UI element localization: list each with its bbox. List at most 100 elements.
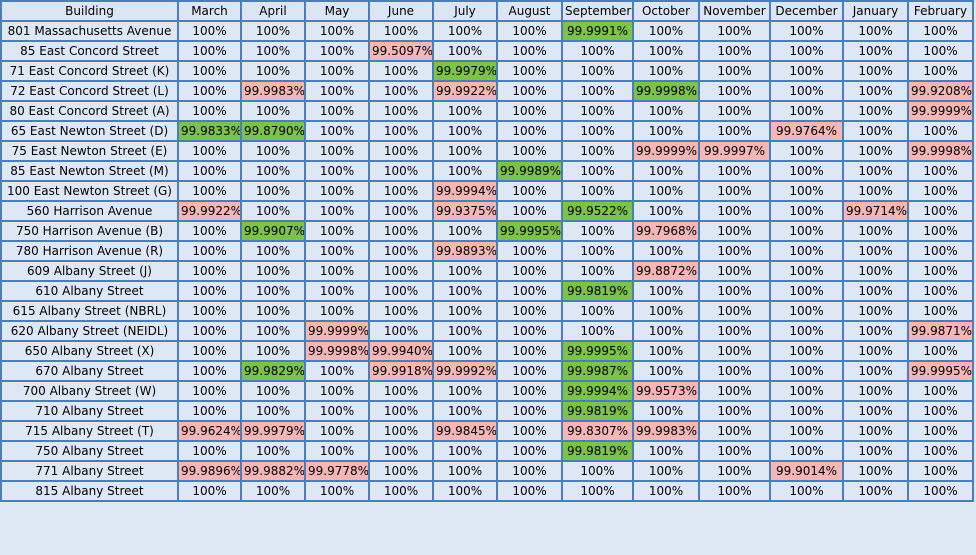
uptime-cell: 100%	[177, 300, 242, 322]
uptime-cell: 100%	[240, 440, 306, 462]
building-cell: 72 East Concord Street (L)	[0, 80, 179, 102]
building-cell: 71 East Concord Street (K)	[0, 60, 179, 82]
building-cell: 560 Harrison Avenue	[0, 200, 179, 222]
uptime-cell: 100%	[177, 260, 242, 282]
uptime-cell: 100%	[432, 280, 498, 302]
uptime-cell: 100%	[304, 300, 370, 322]
uptime-cell: 99.9208%	[907, 80, 974, 102]
uptime-cell: 100%	[432, 140, 498, 162]
uptime-cell: 100%	[907, 400, 974, 422]
header-march: March	[177, 0, 242, 22]
building-cell: 815 Albany Street	[0, 480, 179, 502]
uptime-cell: 100%	[368, 300, 434, 322]
uptime-cell: 100%	[769, 60, 844, 82]
uptime-cell: 100%	[769, 340, 844, 362]
uptime-cell: 100%	[496, 80, 563, 102]
uptime-cell: 100%	[496, 460, 563, 482]
uptime-cell: 100%	[632, 180, 700, 202]
uptime-cell: 100%	[304, 180, 370, 202]
uptime-cell: 100%	[304, 140, 370, 162]
uptime-cell: 99.9882%	[240, 460, 306, 482]
uptime-cell: 100%	[561, 100, 634, 122]
uptime-cell: 100%	[240, 400, 306, 422]
table-row: 85 East Newton Street (M) 100% 100% 100% 100…	[0, 160, 974, 182]
uptime-cell: 100%	[432, 160, 498, 182]
table-row: 100 East Newton Street (G) 100% 100% 100% 10…	[0, 180, 974, 202]
uptime-cell: 100%	[240, 60, 306, 82]
building-cell: 750 Harrison Avenue (B)	[0, 220, 179, 242]
uptime-cell: 99.9994%	[561, 380, 634, 402]
uptime-cell: 100%	[240, 140, 306, 162]
uptime-cell: 100%	[304, 260, 370, 282]
uptime-cell: 100%	[632, 400, 700, 422]
uptime-cell: 100%	[304, 220, 370, 242]
building-cell: 610 Albany Street	[0, 280, 179, 302]
uptime-cell: 100%	[177, 180, 242, 202]
uptime-cell: 100%	[842, 100, 909, 122]
uptime-cell: 100%	[561, 40, 634, 62]
uptime-cell: 100%	[368, 100, 434, 122]
building-cell: 670 Albany Street	[0, 360, 179, 382]
table-row: 65 East Newton Street (D) 99.9833% 99.8790…	[0, 120, 974, 142]
table-row: 80 East Concord Street (A) 100% 100% 100% 10…	[0, 100, 974, 122]
uptime-cell: 100%	[769, 400, 844, 422]
uptime-cell: 100%	[177, 280, 242, 302]
table-row: 750 Albany Street 100% 100% 100% 100% 100% 100…	[0, 440, 974, 462]
uptime-cell: 100%	[632, 360, 700, 382]
uptime-cell: 100%	[907, 40, 974, 62]
uptime-cell: 100%	[240, 380, 306, 402]
uptime-cell: 99.9845%	[432, 420, 498, 442]
uptime-cell: 100%	[496, 440, 563, 462]
uptime-cell: 99.8307%	[561, 420, 634, 442]
building-cell: 75 East Newton Street (E)	[0, 140, 179, 162]
uptime-cell: 100%	[496, 40, 563, 62]
uptime-cell: 100%	[496, 60, 563, 82]
uptime-cell: 99.9999%	[304, 320, 370, 342]
uptime-cell: 100%	[907, 180, 974, 202]
uptime-cell: 100%	[432, 120, 498, 142]
uptime-cell: 100%	[368, 160, 434, 182]
uptime-cell: 100%	[632, 480, 700, 502]
uptime-cell: 100%	[177, 380, 242, 402]
uptime-cell: 100%	[240, 320, 306, 342]
uptime-cell: 99.9983%	[240, 80, 306, 102]
uptime-cell: 99.9998%	[632, 80, 700, 102]
uptime-cell: 100%	[698, 160, 771, 182]
uptime-cell: 100%	[632, 240, 700, 262]
uptime-cell: 100%	[496, 260, 563, 282]
uptime-cell: 100%	[842, 160, 909, 182]
uptime-cell: 100%	[769, 440, 844, 462]
uptime-cell: 100%	[368, 140, 434, 162]
uptime-cell: 100%	[496, 400, 563, 422]
uptime-cell: 100%	[496, 320, 563, 342]
uptime-cell: 100%	[496, 420, 563, 442]
uptime-cell: 100%	[177, 320, 242, 342]
uptime-cell: 100%	[304, 120, 370, 142]
uptime-cell: 100%	[240, 180, 306, 202]
uptime-cell: 100%	[769, 100, 844, 122]
uptime-cell: 99.9998%	[304, 340, 370, 362]
uptime-cell: 100%	[432, 340, 498, 362]
uptime-cell: 100%	[632, 100, 700, 122]
uptime-cell: 100%	[368, 420, 434, 442]
uptime-cell: 100%	[368, 80, 434, 102]
table-row: 609 Albany Street (J) 100% 100% 100% 100% 100…	[0, 260, 974, 282]
uptime-cell: 100%	[907, 60, 974, 82]
table-row: 750 Harrison Avenue (B) 100% 99.9907% 100% 1…	[0, 220, 974, 242]
uptime-cell: 99.9999%	[907, 100, 974, 122]
uptime-cell: 100%	[698, 360, 771, 382]
uptime-cell: 99.9819%	[561, 280, 634, 302]
header-august: August	[496, 0, 563, 22]
uptime-cell: 100%	[632, 20, 700, 42]
uptime-cell: 100%	[907, 240, 974, 262]
building-cell: 100 East Newton Street (G)	[0, 180, 179, 202]
uptime-cell: 100%	[907, 200, 974, 222]
uptime-cell: 100%	[304, 200, 370, 222]
header-building: Building	[0, 0, 179, 22]
building-cell: 650 Albany Street (X)	[0, 340, 179, 362]
uptime-cell: 100%	[698, 20, 771, 42]
uptime-cell: 100%	[368, 480, 434, 502]
uptime-cell: 99.9014%	[769, 460, 844, 482]
uptime-cell: 100%	[842, 360, 909, 382]
uptime-cell: 100%	[842, 220, 909, 242]
